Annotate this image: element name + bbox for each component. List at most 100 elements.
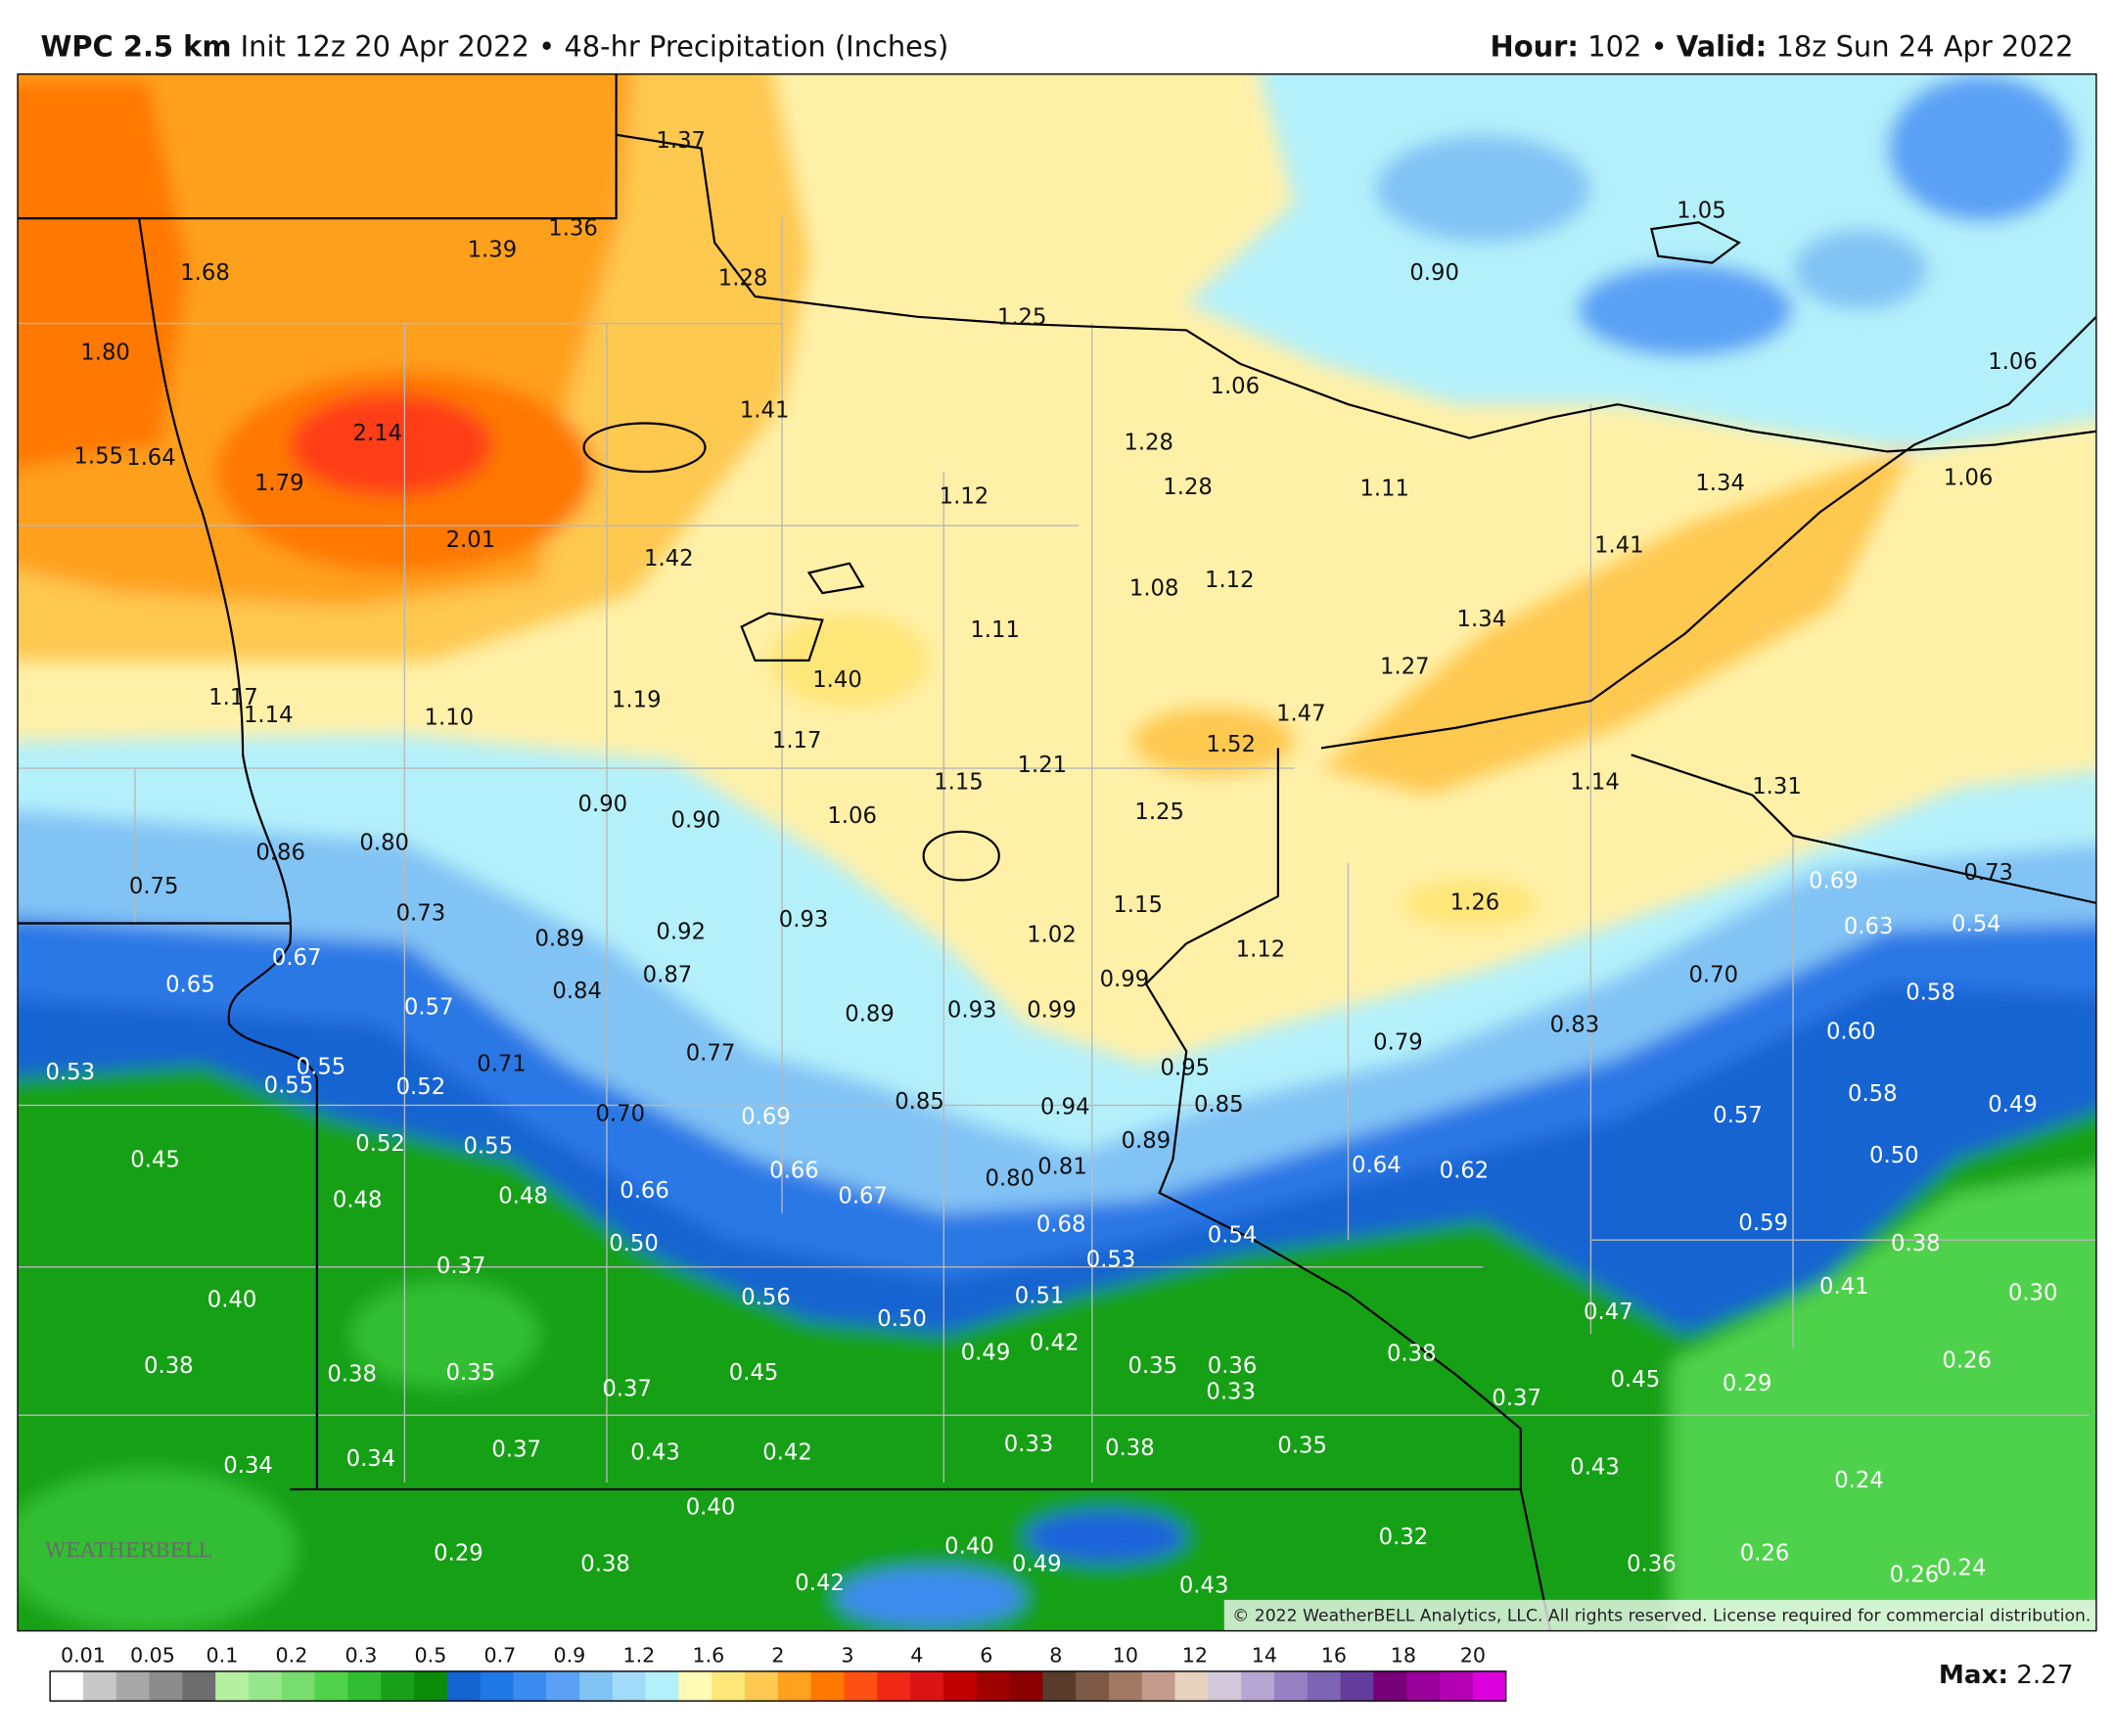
- point-value: 0.38: [1105, 1436, 1155, 1461]
- colorbar-swatch: [446, 1670, 482, 1702]
- point-value: 0.38: [1387, 1342, 1437, 1367]
- colorbar-swatch: [1472, 1670, 1507, 1702]
- point-value: 0.71: [477, 1052, 527, 1077]
- point-value: 1.15: [1113, 892, 1163, 918]
- point-value: 0.67: [838, 1184, 888, 1210]
- colorbar-tick-label: 0.05: [130, 1644, 175, 1667]
- point-value: 0.49: [961, 1340, 1011, 1365]
- point-value: 0.92: [656, 920, 706, 945]
- valid-label: Valid:: [1677, 30, 1767, 64]
- point-value: 0.37: [491, 1438, 541, 1463]
- colorbar-swatch: [1108, 1670, 1143, 1702]
- point-value: 2.14: [353, 421, 403, 446]
- point-value: 0.38: [580, 1552, 630, 1577]
- point-value: 1.06: [1211, 374, 1261, 399]
- point-value: 0.66: [620, 1178, 669, 1204]
- point-value: 0.50: [609, 1231, 659, 1256]
- logo: WEATHERBELL: [45, 1538, 211, 1562]
- point-value: 1.10: [425, 706, 475, 731]
- point-value: 0.26: [1890, 1563, 1940, 1588]
- colorbar-swatch: [745, 1670, 779, 1702]
- max-label: Max:: [1939, 1661, 2008, 1690]
- colorbar-swatch: [976, 1670, 1010, 1702]
- point-value: 0.55: [463, 1134, 513, 1160]
- colorbar-tick-label: 14: [1252, 1644, 1277, 1667]
- colorbar-tick-label: 12: [1182, 1644, 1208, 1667]
- point-value: 0.38: [144, 1353, 194, 1379]
- max: Max: 2.27: [1939, 1661, 2074, 1690]
- point-value: 1.34: [1695, 471, 1745, 496]
- point-value: 0.90: [1409, 260, 1459, 286]
- point-value: 1.19: [612, 688, 662, 713]
- point-value: 0.70: [1688, 963, 1738, 988]
- point-value: 0.38: [1891, 1231, 1941, 1256]
- point-value: 1.26: [1450, 890, 1500, 915]
- point-value: 1.06: [1944, 465, 1994, 490]
- point-value: 0.59: [1738, 1211, 1788, 1236]
- point-value: 1.27: [1380, 654, 1430, 679]
- point-value: 0.83: [1550, 1013, 1600, 1038]
- shading: [18, 73, 2096, 1631]
- point-value: 1.68: [180, 260, 230, 286]
- colorbar-swatch: [347, 1670, 382, 1702]
- colorbar-swatch: [414, 1670, 448, 1702]
- colorbar-frame: [49, 1670, 1507, 1702]
- point-value: 1.39: [468, 238, 518, 263]
- point-labels: 1.37 1.36 1.39 1.68 1.28 1.25 1.05 0.90 1.80 1.06…: [45, 128, 2057, 1598]
- colorbar-swatch: [513, 1670, 547, 1702]
- point-value: 1.05: [1677, 199, 1726, 224]
- point-value: 1.40: [812, 667, 862, 693]
- point-value: 0.49: [1012, 1552, 1062, 1577]
- point-value: 1.28: [1163, 475, 1213, 500]
- point-value: 1.28: [718, 266, 768, 292]
- colorbar-swatch: [645, 1670, 679, 1702]
- point-value: 0.73: [396, 900, 446, 926]
- point-value: 0.89: [1122, 1128, 1172, 1154]
- point-value: 1.64: [126, 445, 176, 471]
- point-value: 0.37: [602, 1377, 652, 1402]
- point-value: 1.47: [1276, 701, 1326, 726]
- colorbar-tick-label: 3: [841, 1644, 853, 1667]
- colorbar-swatch: [248, 1670, 283, 1702]
- separator: •: [1651, 30, 1668, 64]
- point-value: 0.57: [1713, 1103, 1763, 1128]
- colorbar-swatch: [942, 1670, 978, 1702]
- colorbar: 0.01 0.05 0.1 0.2 0.3 0.5 0.7 0.9 1.2 1.6 2 3 4 6 8 10 1…: [49, 1644, 1507, 1702]
- point-value: 0.75: [129, 874, 179, 899]
- colorbar-tick-label: 8: [1049, 1644, 1062, 1667]
- point-value: 0.80: [985, 1166, 1034, 1192]
- colorbar-tick-label: 0.1: [207, 1644, 239, 1667]
- colorbar-swatch: [1141, 1670, 1175, 1702]
- point-value: 0.95: [1161, 1056, 1211, 1081]
- point-value: 0.60: [1826, 1020, 1876, 1045]
- point-value: 1.12: [1236, 937, 1286, 963]
- point-value: 1.17: [208, 685, 258, 710]
- colorbar-swatch: [810, 1670, 845, 1702]
- point-value: 1.36: [548, 216, 598, 242]
- point-value: 1.14: [244, 703, 294, 728]
- point-value: 0.40: [686, 1495, 736, 1521]
- point-value: 1.06: [827, 803, 877, 829]
- point-value: 0.36: [1627, 1552, 1677, 1577]
- point-value: 1.14: [1570, 770, 1620, 796]
- colorbar-swatch: [1274, 1670, 1309, 1702]
- colorbar-swatch: [314, 1670, 348, 1702]
- point-value: 2.01: [446, 527, 496, 553]
- map-frame: [17, 73, 2097, 1632]
- point-value: 0.93: [947, 997, 997, 1023]
- point-value: 0.33: [1004, 1432, 1054, 1457]
- county-lines: [18, 215, 2096, 1484]
- valid-value: 18z Sun 24 Apr 2022: [1775, 30, 2073, 64]
- point-value: 0.70: [595, 1102, 645, 1127]
- point-value: 0.55: [264, 1074, 314, 1099]
- point-value: 0.50: [1869, 1143, 1919, 1168]
- point-value: 0.85: [895, 1089, 944, 1115]
- colorbar-tick-label: 0.3: [345, 1644, 378, 1667]
- colorbar-swatch: [480, 1670, 514, 1702]
- colorbar-swatch: [281, 1670, 316, 1702]
- point-value: 0.99: [1100, 967, 1150, 992]
- point-value: 1.52: [1206, 732, 1256, 757]
- colorbar-tick-label: 1.2: [622, 1644, 655, 1667]
- colorbar-swatch: [1174, 1670, 1209, 1702]
